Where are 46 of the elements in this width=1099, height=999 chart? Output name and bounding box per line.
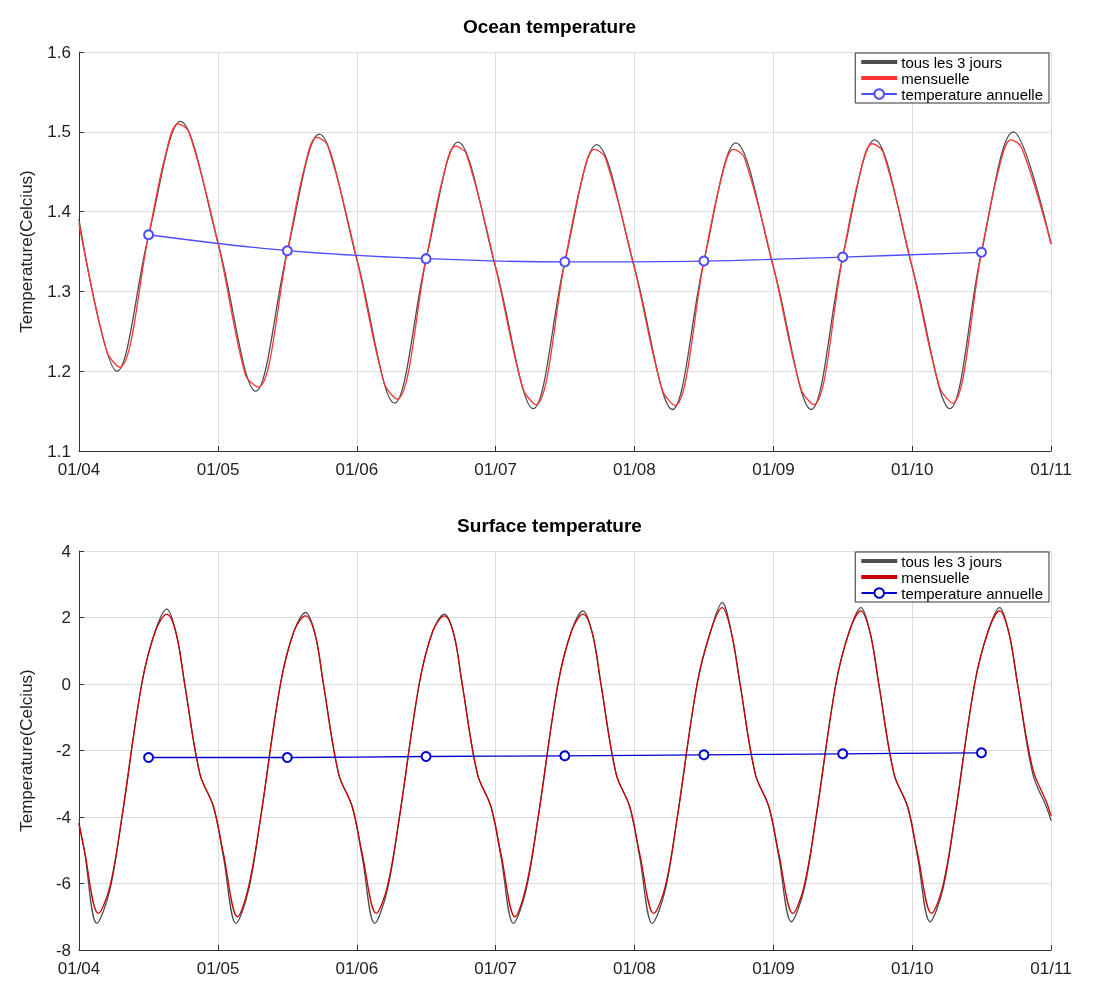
legend-label: tous les 3 jours xyxy=(901,552,1003,570)
y-tick-label: -4 xyxy=(55,807,71,827)
chart-title: Surface temperature xyxy=(457,515,642,536)
x-tick-label: 01/04 xyxy=(57,959,101,978)
x-tick-label: 01/07 xyxy=(474,460,517,479)
x-tick-label: 01/09 xyxy=(752,460,795,479)
y-axis-title: Temperature(Celcius) xyxy=(17,669,36,832)
chart-title: Ocean temperature xyxy=(462,16,637,37)
x-tick-label: 01/04 xyxy=(57,460,101,479)
x-tick-label: 01/10 xyxy=(890,460,934,479)
x-tick-label: 01/08 xyxy=(613,959,656,978)
x-tick-label: 01/10 xyxy=(890,959,934,978)
x-tick-label: 01/05 xyxy=(196,959,240,978)
point xyxy=(559,256,571,268)
point xyxy=(975,246,987,258)
y-tick-label: 1.3 xyxy=(47,281,71,301)
x-tick-label: 01/06 xyxy=(335,460,379,479)
point xyxy=(698,255,710,267)
y-tick-label: 4 xyxy=(61,541,71,561)
y-tick-label: 1.1 xyxy=(47,441,71,461)
y-tick-label: 1.2 xyxy=(47,361,71,381)
legend-label: mensuelle xyxy=(901,568,970,586)
y-tick-label: -6 xyxy=(55,874,71,893)
y-tick-label: 1.5 xyxy=(47,122,71,142)
y-tick-label: 2 xyxy=(61,608,71,627)
x-tick-label: 01/07 xyxy=(474,959,517,978)
x-tick-label: 01/05 xyxy=(196,460,240,479)
legend-label: tous les 3 jours xyxy=(901,53,1003,71)
point xyxy=(420,253,432,265)
x-tick-label: 01/11 xyxy=(1030,460,1072,479)
y-tick-label: 0 xyxy=(61,674,71,694)
point xyxy=(837,251,849,263)
y-tick-label: 1.6 xyxy=(47,42,71,62)
y-tick-label: -8 xyxy=(55,940,71,960)
point xyxy=(143,229,155,241)
y-tick-label: 1.4 xyxy=(47,202,71,222)
x-tick-label: 01/08 xyxy=(613,460,656,479)
x-tick-label: 01/09 xyxy=(752,959,795,978)
legend-label: mensuelle xyxy=(901,69,970,87)
legend-label: temperature annuelle xyxy=(901,85,1044,103)
legend-label: temperature annuelle xyxy=(901,584,1044,602)
x-tick-label: 01/06 xyxy=(335,959,379,978)
x-tick-label: 01/11 xyxy=(1030,959,1072,978)
point xyxy=(281,245,293,257)
y-axis-title: Temperature(Celcius) xyxy=(17,170,36,333)
y-tick-label: -2 xyxy=(55,741,71,760)
